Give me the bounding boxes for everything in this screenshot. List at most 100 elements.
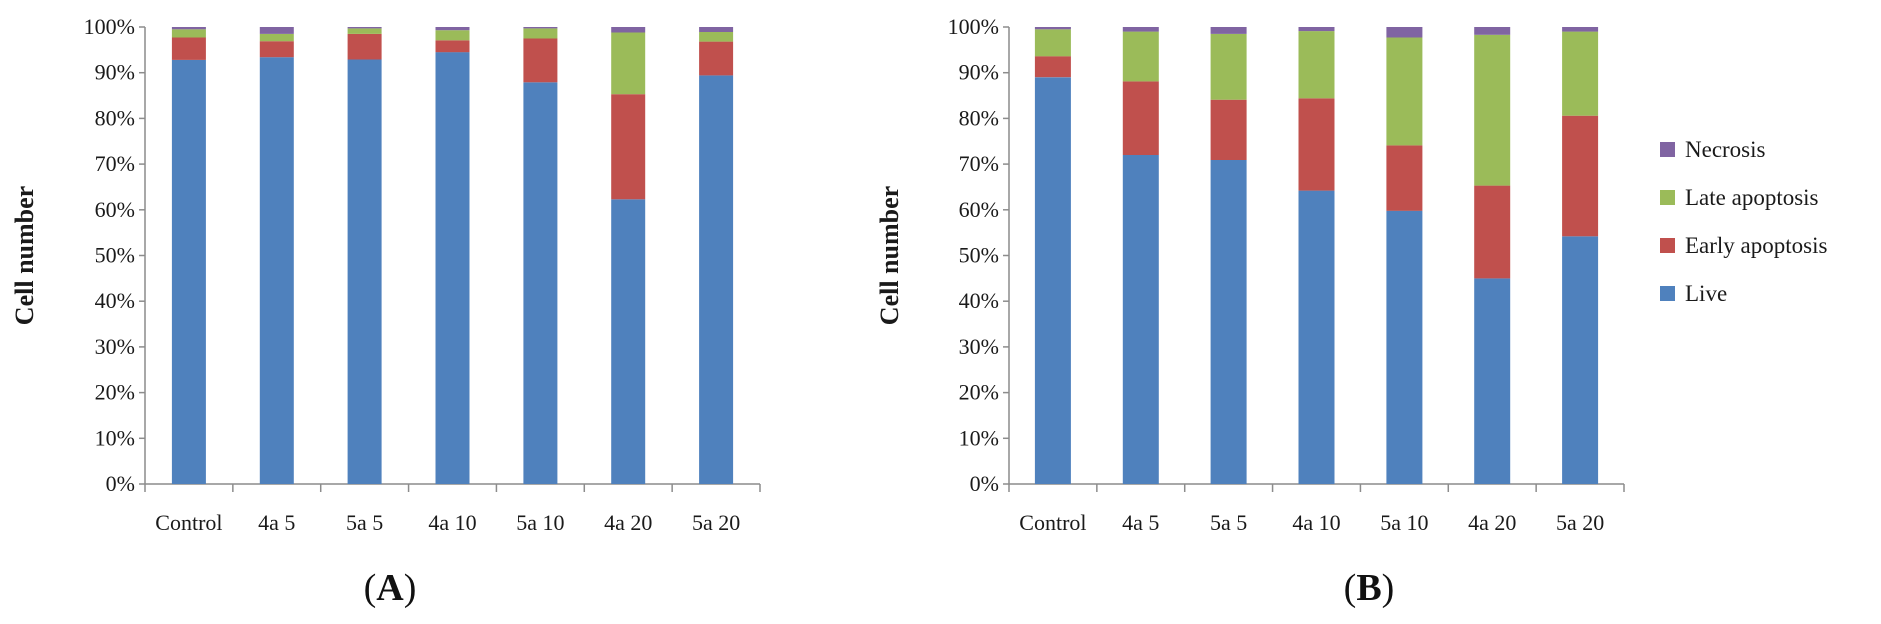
legend-swatch (1660, 142, 1675, 157)
bar-necrosis (1562, 27, 1599, 32)
bar-necrosis (523, 27, 558, 29)
bar-early-apoptosis (523, 38, 558, 83)
bar-live (1474, 278, 1511, 484)
x-tick-label: Control (155, 510, 222, 535)
bar-live (435, 52, 470, 484)
bar-live (1210, 160, 1247, 484)
bar-live (1122, 155, 1159, 484)
y-tick-label: 20% (95, 380, 135, 405)
legend-label: Live (1685, 281, 1727, 306)
legend-swatch (1660, 190, 1675, 205)
y-tick-label: 10% (959, 425, 999, 450)
x-tick-label: 4a 10 (1292, 510, 1340, 535)
y-tick-label: 100% (948, 14, 999, 39)
x-tick-label: 5a 20 (692, 510, 740, 535)
y-axis-title: Cell number (10, 186, 39, 325)
y-tick-label: 50% (959, 243, 999, 268)
bar-early-apoptosis (259, 41, 294, 58)
x-tick-label: 4a 20 (604, 510, 652, 535)
legend-swatch (1660, 238, 1675, 253)
bar-necrosis (347, 27, 382, 29)
panel-label: (B) (1344, 567, 1395, 609)
bar-necrosis (1122, 27, 1159, 32)
y-tick-label: 60% (959, 197, 999, 222)
panel-label-close: ) (1382, 567, 1395, 609)
bar-necrosis (1298, 27, 1335, 32)
panel-label-letter: A (376, 567, 404, 609)
y-axis-title: Cell number (875, 186, 904, 325)
bar-early-apoptosis (1386, 145, 1423, 211)
legend-label: Early apoptosis (1685, 233, 1827, 258)
panel-label-letter: B (1356, 567, 1381, 609)
bar-late-apoptosis (1034, 29, 1071, 57)
legend-label: Late apoptosis (1685, 185, 1819, 210)
bar-live (259, 57, 294, 484)
bar-late-apoptosis (435, 30, 470, 41)
bar-late-apoptosis (259, 33, 294, 42)
bar-necrosis (435, 27, 470, 31)
panel-label: (A) (364, 567, 417, 609)
y-tick-label: 20% (959, 380, 999, 405)
bar-early-apoptosis (1210, 99, 1247, 160)
bar-necrosis (171, 27, 206, 30)
y-tick-label: 30% (959, 334, 999, 359)
bar-early-apoptosis (1298, 98, 1335, 191)
bar-late-apoptosis (699, 32, 734, 42)
bar-late-apoptosis (1298, 31, 1335, 99)
bar-necrosis (259, 27, 294, 34)
bar-late-apoptosis (1386, 37, 1423, 146)
bar-live (523, 82, 558, 485)
chart-a: 0% 10% 20% 30% 40% 50% 60% 70% 80% 90% 100% Control… (10, 14, 761, 609)
bar-late-apoptosis (1562, 31, 1599, 116)
legend: Necrosis Late apoptosis Early apoptosis Liv… (1660, 137, 1827, 306)
bar-live (347, 59, 382, 485)
y-tick-label: 40% (959, 288, 999, 313)
bar-late-apoptosis (347, 28, 382, 34)
y-tick-label: 60% (95, 197, 135, 222)
y-tick-label: 40% (95, 288, 135, 313)
x-tick-label: 4a 5 (258, 510, 295, 535)
bar-necrosis (1386, 27, 1423, 38)
y-tick-label: 90% (95, 60, 135, 85)
legend-label: Necrosis (1685, 137, 1766, 162)
bar-late-apoptosis (1474, 34, 1511, 186)
x-tick-label: 5a 10 (516, 510, 564, 535)
bar-necrosis (1210, 27, 1247, 34)
bar-necrosis (611, 27, 646, 33)
x-tick-label: 5a 10 (1380, 510, 1428, 535)
x-tick-label: 5a 5 (1210, 510, 1247, 535)
x-tick-label: 4a 10 (428, 510, 476, 535)
y-tick-label: 0% (970, 471, 999, 496)
bar-early-apoptosis (171, 37, 206, 60)
bar-live (171, 59, 206, 485)
y-tick-label: 50% (95, 243, 135, 268)
bar-late-apoptosis (523, 28, 558, 39)
bar-live (1298, 190, 1335, 484)
bar-early-apoptosis (699, 41, 734, 76)
chart-b: 0% 10% 20% 30% 40% 50% 60% 70% 80% 90% 100% Control… (875, 14, 1625, 609)
bar-early-apoptosis (347, 33, 382, 60)
x-tick-label: 5a 20 (1556, 510, 1604, 535)
bar-live (1034, 77, 1071, 485)
bar-early-apoptosis (1034, 56, 1071, 78)
bar-necrosis (1034, 27, 1071, 30)
bar-live (1386, 210, 1423, 484)
y-tick-label: 100% (84, 14, 135, 39)
bar-early-apoptosis (1474, 185, 1511, 279)
y-tick-label: 70% (95, 151, 135, 176)
bar-early-apoptosis (435, 40, 470, 53)
panel-label-open: ( (1344, 567, 1357, 609)
y-tick-label: 90% (959, 60, 999, 85)
y-tick-label: 80% (95, 105, 135, 130)
bar-late-apoptosis (1122, 31, 1159, 82)
x-tick-label: 5a 5 (346, 510, 383, 535)
bar-late-apoptosis (611, 32, 646, 95)
bar-live (611, 199, 646, 485)
bar-live (699, 75, 734, 485)
bar-early-apoptosis (1122, 81, 1159, 155)
legend-swatch (1660, 286, 1675, 301)
y-tick-label: 10% (95, 425, 135, 450)
bar-necrosis (699, 27, 734, 32)
bar-live (1562, 236, 1599, 484)
